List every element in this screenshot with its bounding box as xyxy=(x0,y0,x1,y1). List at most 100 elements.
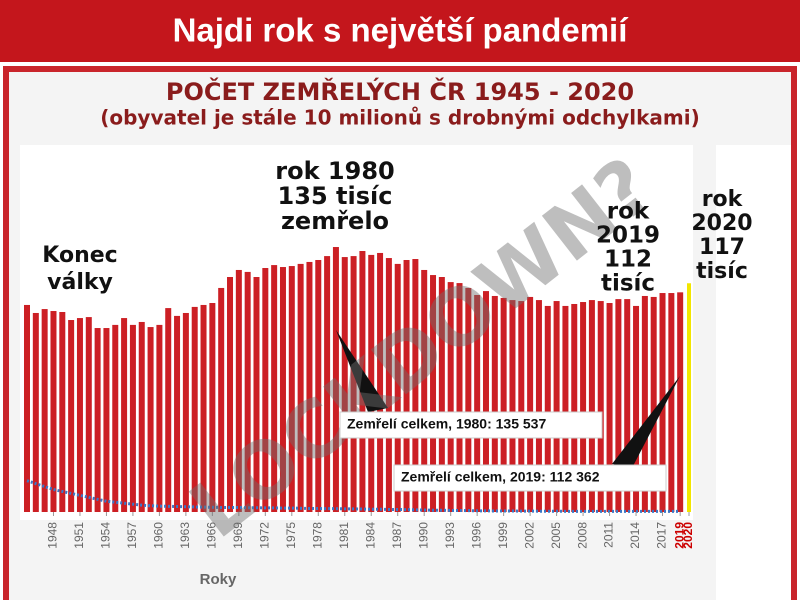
x-tick-label: 1993 xyxy=(443,522,457,549)
x-tick-label: 1951 xyxy=(72,522,86,549)
bar xyxy=(218,287,225,512)
bar xyxy=(332,247,339,513)
bar xyxy=(138,321,145,512)
bar xyxy=(606,303,613,512)
annotation: zemřelo xyxy=(281,207,389,235)
bar xyxy=(474,294,481,512)
bar xyxy=(624,299,631,512)
x-tick-label: 1987 xyxy=(390,522,404,549)
bar xyxy=(306,261,313,512)
bar xyxy=(527,296,534,512)
x-tick-label: 2020 xyxy=(681,522,695,549)
annotation: 112 xyxy=(604,247,652,273)
bar xyxy=(562,305,569,512)
x-tick-label: 1996 xyxy=(469,522,483,549)
bar xyxy=(121,318,128,512)
callout-box xyxy=(393,464,667,492)
bar xyxy=(315,259,322,512)
bar xyxy=(200,304,207,512)
bar xyxy=(394,263,401,512)
annotation: tisíc xyxy=(696,259,748,284)
bar xyxy=(76,318,83,512)
bar xyxy=(182,312,189,512)
x-tick-label: 1990 xyxy=(416,522,430,549)
bar xyxy=(641,295,648,512)
bar xyxy=(253,277,260,512)
x-tick-label: 1969 xyxy=(231,522,245,549)
bar xyxy=(385,258,392,512)
side-area xyxy=(716,145,791,600)
x-tick-label: 1954 xyxy=(99,522,113,549)
x-tick-label: 1948 xyxy=(46,522,60,549)
bar xyxy=(279,267,286,512)
bar xyxy=(430,275,437,512)
highlight-bar xyxy=(687,283,691,512)
x-axis-label: Roky xyxy=(200,571,237,588)
bar xyxy=(227,277,234,512)
callout-pointer xyxy=(612,376,680,468)
annotation: války xyxy=(47,270,113,295)
annotation: tisíc xyxy=(601,271,655,297)
annotation: 117 xyxy=(699,235,745,260)
bar xyxy=(580,302,587,512)
chart-subtitle: (obyvatel je stále 10 milionů s drobnými… xyxy=(100,106,700,130)
bar xyxy=(68,320,75,512)
bar xyxy=(24,304,30,512)
x-tick-label: 1957 xyxy=(125,522,139,549)
bar xyxy=(465,287,472,512)
bar xyxy=(59,312,66,512)
bar xyxy=(209,303,216,512)
bar xyxy=(156,324,163,512)
line xyxy=(26,479,681,513)
x-tick-label: 1981 xyxy=(337,522,351,549)
bar xyxy=(235,269,242,512)
bar xyxy=(112,324,119,512)
bar xyxy=(509,300,516,512)
x-tick-label: 2011 xyxy=(602,522,616,548)
bar xyxy=(297,263,304,512)
bar xyxy=(403,259,410,512)
bar xyxy=(668,293,675,512)
bar xyxy=(147,327,154,512)
bar xyxy=(518,301,525,512)
bar xyxy=(438,277,445,512)
x-tick-label: 2014 xyxy=(628,522,642,549)
bar xyxy=(350,256,357,512)
annotation: Konec xyxy=(42,243,117,268)
x-tick-label: 1972 xyxy=(257,522,271,549)
bar xyxy=(500,297,507,512)
bar xyxy=(85,317,92,512)
bar xyxy=(191,306,198,512)
callout-text: Zemřelí celkem, 1980: 135 537 xyxy=(347,416,546,432)
bar xyxy=(421,269,428,512)
header-title: Najdi rok s největší pandemií xyxy=(173,12,630,49)
x-tick-label: 2017 xyxy=(655,522,669,549)
bar xyxy=(32,312,39,512)
bar xyxy=(165,308,172,512)
bar xyxy=(553,301,560,512)
x-tick-label: 1978 xyxy=(310,522,324,549)
bar xyxy=(482,291,489,512)
chart-title: POČET ZEMŘELÝCH ČR 1945 - 2020 xyxy=(166,76,634,106)
callout-box xyxy=(339,411,603,439)
bar xyxy=(544,305,551,512)
bar xyxy=(324,256,331,512)
bar xyxy=(244,271,251,512)
x-tick-label: 2008 xyxy=(575,522,589,549)
bar xyxy=(262,268,269,512)
header-band xyxy=(0,0,800,62)
bar xyxy=(456,283,463,512)
bar xyxy=(341,257,348,512)
callout-text: Zemřelí celkem, 2019: 112 362 xyxy=(401,469,600,485)
bar xyxy=(41,309,48,512)
bar xyxy=(94,328,101,512)
bar xyxy=(377,252,384,513)
x-tick-label: 1999 xyxy=(496,522,510,549)
annotation: 135 tisíc xyxy=(278,182,393,210)
bar xyxy=(633,305,640,512)
bar xyxy=(615,299,622,512)
x-tick-label: 1963 xyxy=(178,522,192,549)
bar xyxy=(129,324,136,512)
x-tick-label: 2005 xyxy=(549,522,563,549)
